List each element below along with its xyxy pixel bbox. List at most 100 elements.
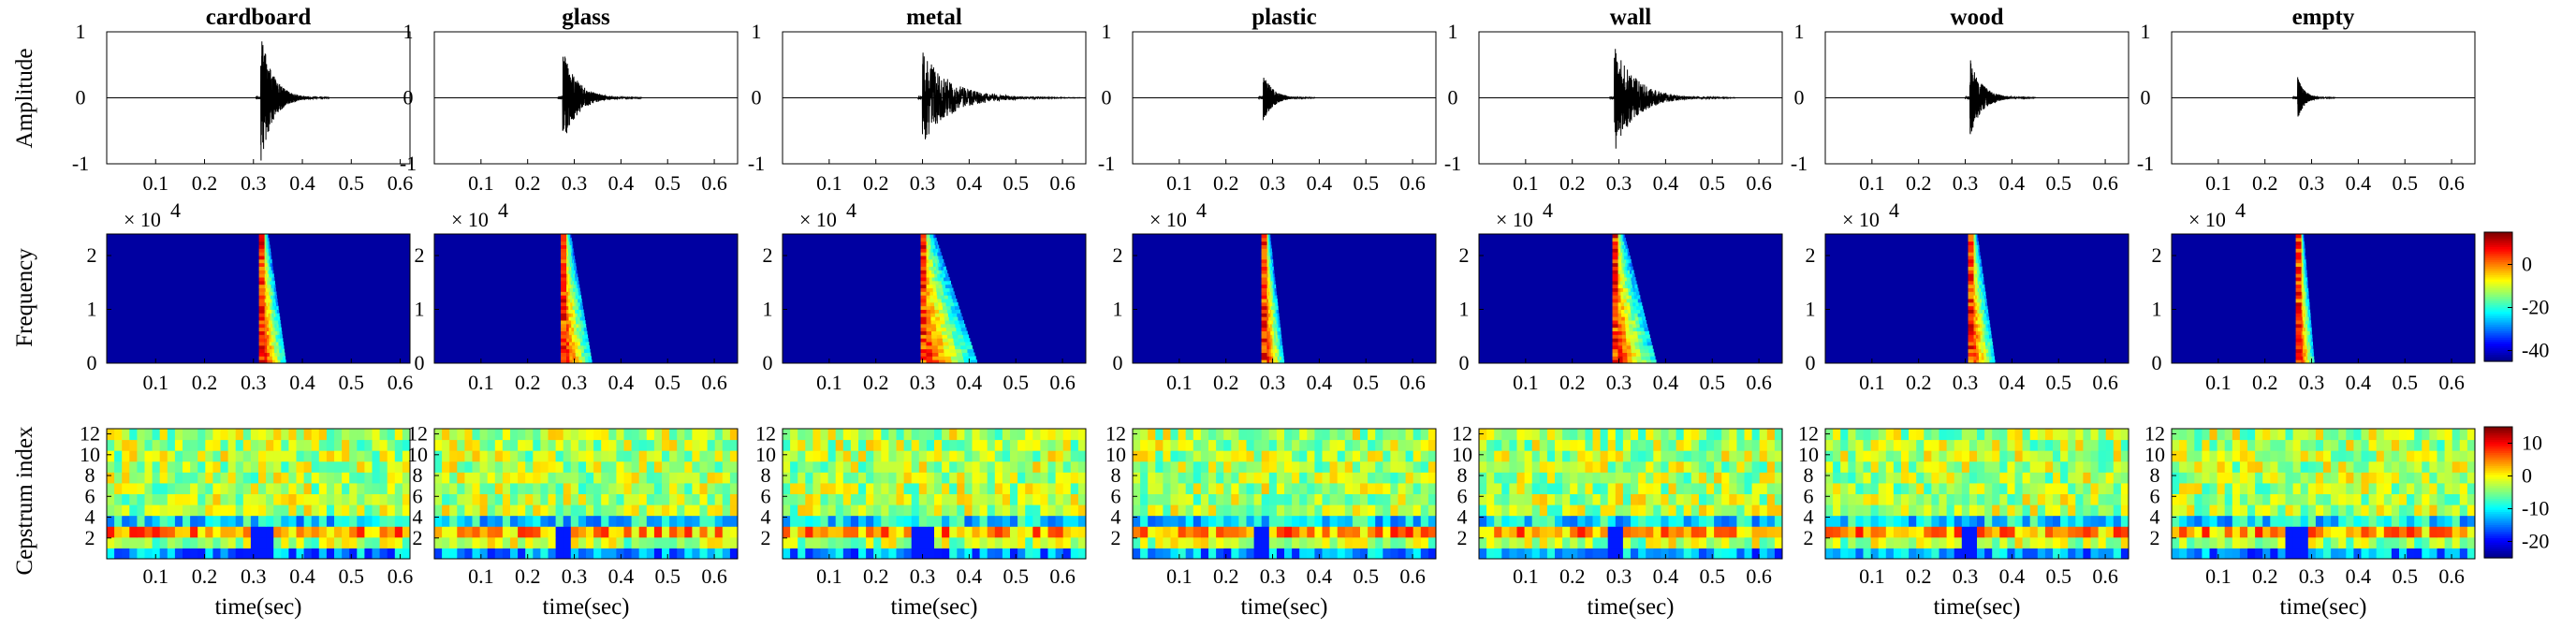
spectrogram-cell	[1272, 338, 1275, 343]
mfcc-cell	[2098, 536, 2107, 549]
mfcc-cell	[593, 515, 602, 527]
mfcc-cell	[1383, 526, 1391, 538]
mfcc-cell	[1208, 548, 1217, 560]
spectrogram-cell	[1977, 273, 1979, 278]
mfcc-cell	[487, 450, 496, 462]
mfcc-cell	[684, 536, 693, 549]
spectrogram-cell	[1974, 256, 1976, 260]
spectrogram-cell	[1274, 342, 1277, 346]
mfcc-cell	[334, 515, 343, 527]
mfcc-cell	[479, 515, 489, 527]
spectrogram-cell	[950, 305, 956, 310]
mfcc-cell	[1577, 505, 1586, 517]
spectrogram-cell	[1976, 237, 1978, 242]
mfcc-cell	[1238, 493, 1247, 505]
spectrogram-cell	[264, 295, 267, 300]
spectrogram-cell	[929, 241, 931, 245]
mfcc-cell	[1570, 482, 1578, 494]
mfcc-cell	[152, 439, 161, 451]
spectrogram-cell	[930, 313, 936, 317]
mfcc-cell	[1352, 429, 1361, 441]
spectrogram-cell	[574, 280, 577, 285]
mfcc-cell	[881, 450, 889, 462]
spectrogram-cell	[932, 234, 935, 239]
spectrogram-cell	[561, 284, 567, 288]
spectrogram-cell	[934, 241, 937, 245]
mfcc-cell	[979, 482, 988, 494]
spectrogram-cell	[1273, 305, 1276, 310]
mfcc-cell	[434, 505, 443, 517]
mfcc-cell	[1140, 526, 1149, 538]
mfcc-cell	[342, 461, 350, 473]
mfcc-cell	[1524, 461, 1533, 473]
mfcc-cell	[1420, 472, 1429, 484]
spectrogram-cell	[1968, 270, 1974, 274]
spectrogram-cell	[267, 344, 271, 350]
spectrogram-cell	[1622, 277, 1625, 282]
spectrogram-cell	[569, 287, 572, 292]
mfcc-cell	[623, 526, 633, 538]
spectrogram-cell	[1632, 359, 1638, 364]
mfcc-cell	[114, 429, 123, 441]
mfcc-cell	[472, 461, 481, 473]
spectrogram-cell	[571, 252, 574, 256]
mfcc-cell	[1766, 429, 1776, 441]
spectrogram-cell	[934, 258, 938, 264]
spectrogram-cell	[1968, 356, 1974, 360]
mfcc-cell	[934, 439, 943, 451]
spectrogram-cell	[1266, 248, 1268, 253]
spectrogram-cell	[580, 344, 584, 350]
spectrogram-cell	[271, 262, 273, 267]
mfcc-cell	[442, 548, 450, 560]
spectrogram-cell	[1612, 256, 1618, 260]
mfcc-cell	[1405, 515, 1414, 527]
mfcc-cell	[729, 450, 739, 462]
spectrogram-cell	[942, 270, 945, 274]
spectrogram-cell	[955, 348, 962, 353]
mfcc-cell	[835, 536, 844, 549]
spectrogram-cell	[1618, 241, 1621, 245]
spectrogram-cell	[1621, 244, 1624, 249]
mfcc-cell	[227, 461, 237, 473]
spectrogram-cell	[938, 356, 945, 360]
spectrogram-cell	[1275, 352, 1278, 357]
spectrogram-cell	[1977, 301, 1980, 307]
mfcc-cell	[608, 439, 617, 451]
spectrogram-cell	[1279, 352, 1282, 357]
spectrogram-cell	[1982, 330, 1985, 335]
spectrogram-cell	[1620, 234, 1622, 239]
spectrogram-cell	[931, 252, 934, 256]
spectrogram-cell	[1268, 334, 1271, 339]
mfcc-cell	[1178, 515, 1187, 527]
mfcc-cell	[518, 526, 526, 538]
mfcc-cell	[1638, 505, 1647, 517]
spectrogram-cell	[566, 287, 569, 292]
mfcc-cell	[1246, 482, 1255, 494]
mfcc-cell	[1040, 505, 1048, 517]
mfcc-cell	[1969, 536, 1978, 549]
spectrogram-cell	[1261, 273, 1267, 278]
spectrogram-cell	[267, 348, 271, 353]
spectrogram-cell	[1987, 342, 1991, 346]
mfcc-cell	[570, 526, 579, 538]
mfcc-cell	[1714, 526, 1722, 538]
mfcc-cell	[394, 450, 403, 462]
mfcc-cell	[1329, 536, 1339, 549]
spectrogram-cell	[1624, 313, 1629, 317]
spectrogram-cell	[588, 356, 592, 360]
spectrogram-cell	[1975, 338, 1979, 343]
mfcc-cell	[1668, 472, 1677, 484]
waveform-xtick-label: 0.2	[192, 171, 218, 195]
spectrogram-cell	[1261, 284, 1267, 288]
mfcc-cell	[1352, 439, 1361, 451]
spectrogram-cell	[926, 295, 930, 300]
spectrogram-cell	[566, 352, 570, 357]
spectrogram-cell	[1625, 284, 1629, 288]
mfcc-cell	[1999, 493, 2008, 505]
mfcc-cell	[631, 515, 640, 527]
mfcc-cell	[2022, 493, 2031, 505]
spectrogram-cell	[1978, 270, 1980, 274]
spectrogram-cell	[276, 309, 280, 314]
spectrogram-cell	[561, 295, 567, 300]
